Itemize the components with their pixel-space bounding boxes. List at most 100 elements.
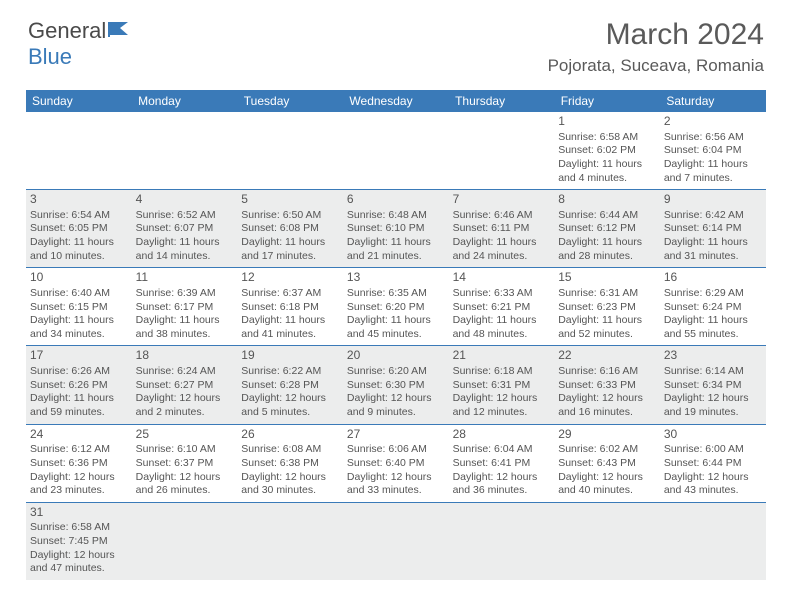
day-number: 29 bbox=[558, 427, 656, 443]
sunset-text: Sunset: 6:05 PM bbox=[30, 222, 128, 236]
daylight-text: and 30 minutes. bbox=[241, 484, 339, 498]
calendar-day: 14Sunrise: 6:33 AMSunset: 6:21 PMDayligh… bbox=[449, 268, 555, 346]
calendar-day: 16Sunrise: 6:29 AMSunset: 6:24 PMDayligh… bbox=[660, 268, 766, 346]
daylight-text: Daylight: 11 hours bbox=[136, 236, 234, 250]
daylight-text: Daylight: 11 hours bbox=[30, 236, 128, 250]
daylight-text: and 33 minutes. bbox=[347, 484, 445, 498]
calendar-day: 27Sunrise: 6:06 AMSunset: 6:40 PMDayligh… bbox=[343, 424, 449, 502]
day-number: 30 bbox=[664, 427, 762, 443]
day-number: 22 bbox=[558, 348, 656, 364]
day-number: 21 bbox=[453, 348, 551, 364]
sunrise-text: Sunrise: 6:39 AM bbox=[136, 287, 234, 301]
sunrise-text: Sunrise: 6:58 AM bbox=[30, 521, 128, 535]
daylight-text: Daylight: 12 hours bbox=[30, 471, 128, 485]
calendar-day: 22Sunrise: 6:16 AMSunset: 6:33 PMDayligh… bbox=[554, 346, 660, 424]
daylight-text: and 43 minutes. bbox=[664, 484, 762, 498]
sunset-text: Sunset: 6:34 PM bbox=[664, 379, 762, 393]
day-number: 26 bbox=[241, 427, 339, 443]
daylight-text: and 23 minutes. bbox=[30, 484, 128, 498]
calendar-day: 3Sunrise: 6:54 AMSunset: 6:05 PMDaylight… bbox=[26, 190, 132, 268]
day-header: Thursday bbox=[449, 90, 555, 112]
sunset-text: Sunset: 6:44 PM bbox=[664, 457, 762, 471]
sunrise-text: Sunrise: 6:29 AM bbox=[664, 287, 762, 301]
day-number: 14 bbox=[453, 270, 551, 286]
daylight-text: and 14 minutes. bbox=[136, 250, 234, 264]
daylight-text: Daylight: 11 hours bbox=[136, 314, 234, 328]
sunrise-text: Sunrise: 6:18 AM bbox=[453, 365, 551, 379]
calendar-day: 20Sunrise: 6:20 AMSunset: 6:30 PMDayligh… bbox=[343, 346, 449, 424]
sunrise-text: Sunrise: 6:50 AM bbox=[241, 209, 339, 223]
calendar-day: 29Sunrise: 6:02 AMSunset: 6:43 PMDayligh… bbox=[554, 424, 660, 502]
day-number: 17 bbox=[30, 348, 128, 364]
calendar-day: 1Sunrise: 6:58 AMSunset: 6:02 PMDaylight… bbox=[554, 112, 660, 190]
daylight-text: and 17 minutes. bbox=[241, 250, 339, 264]
daylight-text: Daylight: 12 hours bbox=[558, 471, 656, 485]
sunrise-text: Sunrise: 6:22 AM bbox=[241, 365, 339, 379]
calendar-day: 18Sunrise: 6:24 AMSunset: 6:27 PMDayligh… bbox=[132, 346, 238, 424]
sunrise-text: Sunrise: 6:44 AM bbox=[558, 209, 656, 223]
logo-text-2: Blue bbox=[28, 44, 72, 70]
sunset-text: Sunset: 6:23 PM bbox=[558, 301, 656, 315]
month-title: March 2024 bbox=[548, 18, 764, 52]
sunset-text: Sunset: 6:37 PM bbox=[136, 457, 234, 471]
daylight-text: and 52 minutes. bbox=[558, 328, 656, 342]
calendar-week: 31Sunrise: 6:58 AMSunset: 7:45 PMDayligh… bbox=[26, 502, 766, 580]
calendar-empty bbox=[449, 112, 555, 190]
calendar-day: 23Sunrise: 6:14 AMSunset: 6:34 PMDayligh… bbox=[660, 346, 766, 424]
sunrise-text: Sunrise: 6:56 AM bbox=[664, 131, 762, 145]
day-number: 19 bbox=[241, 348, 339, 364]
day-number: 3 bbox=[30, 192, 128, 208]
sunrise-text: Sunrise: 6:37 AM bbox=[241, 287, 339, 301]
calendar-day: 30Sunrise: 6:00 AMSunset: 6:44 PMDayligh… bbox=[660, 424, 766, 502]
calendar-day: 31Sunrise: 6:58 AMSunset: 7:45 PMDayligh… bbox=[26, 502, 132, 580]
day-number: 31 bbox=[30, 505, 128, 521]
daylight-text: and 59 minutes. bbox=[30, 406, 128, 420]
daylight-text: Daylight: 12 hours bbox=[30, 549, 128, 563]
calendar-day: 28Sunrise: 6:04 AMSunset: 6:41 PMDayligh… bbox=[449, 424, 555, 502]
sunset-text: Sunset: 6:41 PM bbox=[453, 457, 551, 471]
calendar-week: 1Sunrise: 6:58 AMSunset: 6:02 PMDaylight… bbox=[26, 112, 766, 190]
calendar-empty bbox=[449, 502, 555, 580]
daylight-text: and 36 minutes. bbox=[453, 484, 551, 498]
calendar-day: 15Sunrise: 6:31 AMSunset: 6:23 PMDayligh… bbox=[554, 268, 660, 346]
day-number: 28 bbox=[453, 427, 551, 443]
day-number: 6 bbox=[347, 192, 445, 208]
sunset-text: Sunset: 6:38 PM bbox=[241, 457, 339, 471]
daylight-text: and 47 minutes. bbox=[30, 562, 128, 576]
daylight-text: Daylight: 12 hours bbox=[241, 392, 339, 406]
sunset-text: Sunset: 6:31 PM bbox=[453, 379, 551, 393]
daylight-text: and 26 minutes. bbox=[136, 484, 234, 498]
day-number: 10 bbox=[30, 270, 128, 286]
daylight-text: Daylight: 12 hours bbox=[558, 392, 656, 406]
header: General March 2024 Pojorata, Suceava, Ro… bbox=[0, 0, 792, 84]
location: Pojorata, Suceava, Romania bbox=[548, 56, 764, 76]
sunset-text: Sunset: 6:10 PM bbox=[347, 222, 445, 236]
calendar-head: SundayMondayTuesdayWednesdayThursdayFrid… bbox=[26, 90, 766, 112]
sunset-text: Sunset: 6:12 PM bbox=[558, 222, 656, 236]
flag-icon bbox=[106, 18, 134, 44]
calendar-day: 24Sunrise: 6:12 AMSunset: 6:36 PMDayligh… bbox=[26, 424, 132, 502]
daylight-text: Daylight: 12 hours bbox=[136, 471, 234, 485]
daylight-text: Daylight: 11 hours bbox=[453, 314, 551, 328]
day-number: 8 bbox=[558, 192, 656, 208]
day-header: Saturday bbox=[660, 90, 766, 112]
daylight-text: Daylight: 12 hours bbox=[453, 392, 551, 406]
sunrise-text: Sunrise: 6:46 AM bbox=[453, 209, 551, 223]
day-number: 11 bbox=[136, 270, 234, 286]
daylight-text: and 31 minutes. bbox=[664, 250, 762, 264]
sunset-text: Sunset: 6:26 PM bbox=[30, 379, 128, 393]
title-block: March 2024 Pojorata, Suceava, Romania bbox=[548, 18, 764, 76]
sunset-text: Sunset: 6:20 PM bbox=[347, 301, 445, 315]
day-number: 20 bbox=[347, 348, 445, 364]
sunset-text: Sunset: 6:40 PM bbox=[347, 457, 445, 471]
sunrise-text: Sunrise: 6:20 AM bbox=[347, 365, 445, 379]
calendar-empty bbox=[237, 112, 343, 190]
logo: General bbox=[28, 18, 134, 44]
day-header: Wednesday bbox=[343, 90, 449, 112]
sunrise-text: Sunrise: 6:06 AM bbox=[347, 443, 445, 457]
calendar-body: 1Sunrise: 6:58 AMSunset: 6:02 PMDaylight… bbox=[26, 112, 766, 580]
calendar-day: 4Sunrise: 6:52 AMSunset: 6:07 PMDaylight… bbox=[132, 190, 238, 268]
calendar-day: 2Sunrise: 6:56 AMSunset: 6:04 PMDaylight… bbox=[660, 112, 766, 190]
sunset-text: Sunset: 6:04 PM bbox=[664, 144, 762, 158]
calendar-week: 10Sunrise: 6:40 AMSunset: 6:15 PMDayligh… bbox=[26, 268, 766, 346]
